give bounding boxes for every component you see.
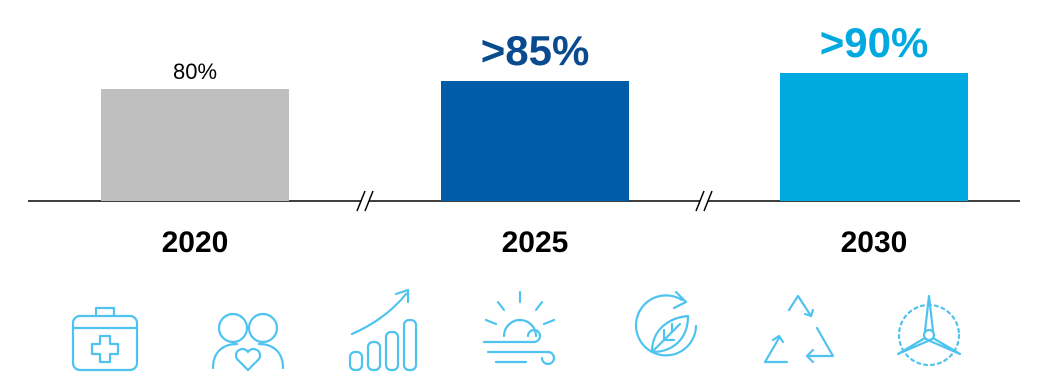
bar-2020	[101, 89, 289, 201]
bar-2025	[441, 81, 629, 201]
x-tick-label-2025: 2025	[502, 226, 569, 259]
growth-chart-icon	[340, 280, 430, 375]
data-label-2020: 80%	[173, 59, 217, 84]
first-aid-kit-icon	[63, 280, 153, 375]
icon-row	[0, 280, 1048, 375]
bar-2030	[780, 73, 968, 201]
x-tick-label-2030: 2030	[841, 226, 908, 259]
people-heart-icon	[205, 280, 295, 375]
axis-break-1	[356, 190, 374, 212]
data-label-2025: >85%	[481, 27, 590, 74]
x-tick-label-2020: 2020	[162, 226, 229, 259]
sun-wind-icon	[474, 280, 564, 375]
leaf-cycle-icon	[624, 280, 714, 375]
wind-turbine-icon	[884, 280, 974, 375]
bar-chart: 80% 2020 >85% 2025 >90% 2030	[28, 19, 1020, 259]
axis-break-2	[695, 190, 713, 212]
data-label-2030: >90%	[820, 19, 929, 66]
recycle-icon	[753, 280, 843, 375]
